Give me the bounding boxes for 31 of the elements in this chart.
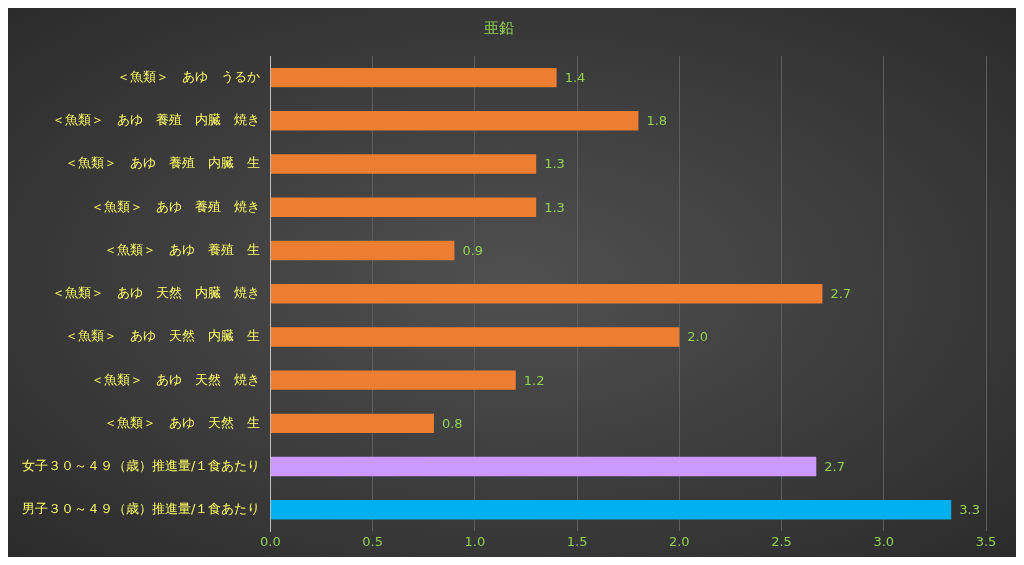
- data-label: 2.7: [824, 458, 845, 474]
- y-tick-label: 男子３０～４９（歳）推進量/１食あたり: [21, 501, 261, 517]
- data-label: 1.3: [544, 156, 565, 172]
- x-tick-label: 2.5: [771, 533, 792, 549]
- y-tick-label: ＜魚類＞ あゆ 天然 内臓 焼き: [52, 285, 261, 301]
- y-tick-label: ＜魚類＞ あゆ 養殖 生: [104, 241, 261, 257]
- x-tick-label: 2.0: [668, 533, 690, 549]
- data-label: 1.8: [646, 113, 668, 129]
- data-label: 1.4: [564, 69, 586, 85]
- data-label: 0.9: [462, 242, 484, 258]
- chart-title: 亜鉛: [484, 18, 514, 37]
- data-label: 1.2: [523, 372, 545, 388]
- y-tick-label: ＜魚類＞ あゆ 天然 内臓 生: [65, 328, 261, 344]
- y-tick-label: ＜魚類＞ あゆ うるか: [117, 68, 261, 84]
- y-tick-label: ＜魚類＞ あゆ 天然 焼き: [91, 371, 261, 387]
- y-tick-label: ＜魚類＞ あゆ 養殖 内臓 生: [65, 155, 261, 171]
- x-tick-label: 1.0: [464, 533, 486, 549]
- data-label: 1.3: [544, 199, 565, 215]
- x-tick-label: 3.5: [975, 533, 997, 549]
- x-tick-label: 0.5: [362, 533, 383, 549]
- y-tick-label: ＜魚類＞ あゆ 天然 生: [104, 414, 261, 430]
- x-tick-label: 1.5: [566, 533, 588, 549]
- data-label: 2.7: [830, 286, 852, 302]
- data-label: 3.3: [959, 502, 980, 518]
- data-label: 0.8: [441, 415, 463, 431]
- y-tick-label: ＜魚類＞ あゆ 養殖 焼き: [91, 198, 261, 214]
- x-tick-label: 3.0: [873, 533, 895, 549]
- y-tick-label: 女子３０～４９（歳）推進量/１食あたり: [21, 457, 261, 473]
- y-tick-label: ＜魚類＞ あゆ 養殖 内臓 焼き: [52, 112, 261, 128]
- x-tick-label: 0.0: [260, 533, 281, 549]
- data-label: 2.0: [687, 329, 708, 345]
